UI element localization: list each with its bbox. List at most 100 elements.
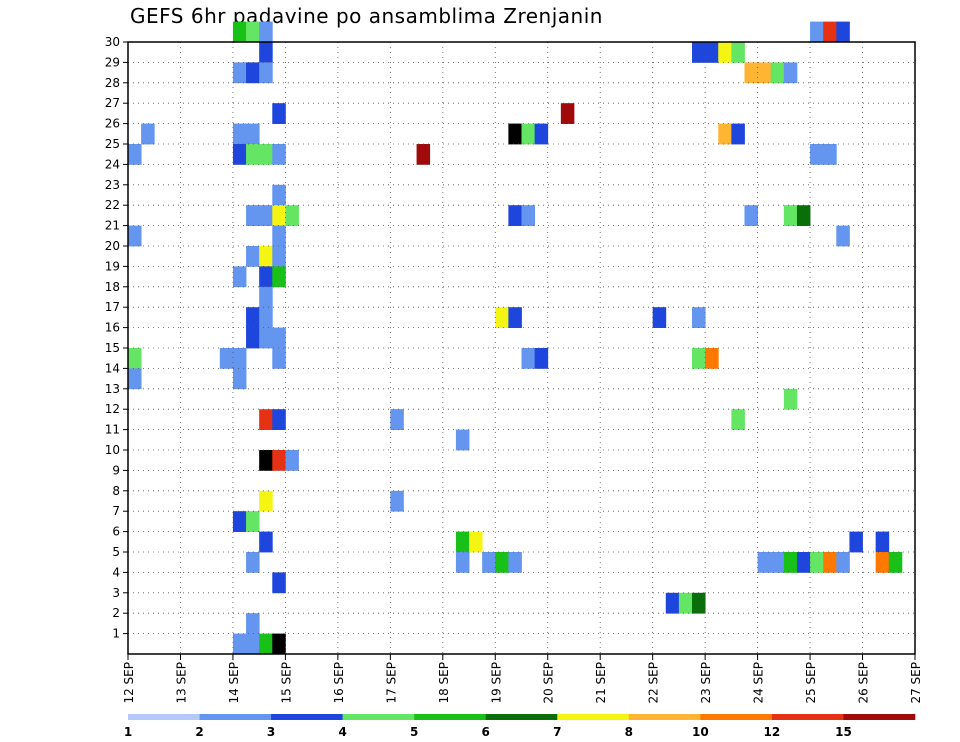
- y-tick-label: 12: [105, 402, 120, 416]
- heatmap-cell: [232, 144, 247, 165]
- heatmap-cell: [259, 307, 273, 328]
- heatmap-cell: [692, 42, 706, 63]
- colorbar-label: 3: [267, 725, 275, 739]
- colorbar-segment: [271, 714, 343, 720]
- y-tick-label: 2: [112, 606, 120, 620]
- heatmap-cell: [705, 348, 719, 369]
- y-tick-label: 28: [105, 76, 120, 90]
- x-tick-label: 25 SEP: [804, 662, 818, 704]
- heatmap-cell: [810, 552, 824, 573]
- heatmap-cell: [692, 592, 706, 614]
- y-tick-label: 25: [105, 137, 120, 151]
- heatmap-cell: [246, 123, 260, 145]
- y-tick-label: 26: [105, 117, 120, 131]
- colorbar-segment: [628, 714, 701, 720]
- heatmap-cell: [731, 42, 745, 63]
- heatmap-cell: [259, 144, 273, 165]
- heatmap-cell: [272, 450, 286, 471]
- y-tick-label: 4: [112, 565, 120, 579]
- heatmap-cell: [246, 144, 260, 165]
- heatmap-cell: [259, 62, 273, 84]
- heatmap-cell: [495, 552, 509, 573]
- colorbar-label: 1: [124, 725, 132, 739]
- colorbar-label: 4: [338, 725, 346, 739]
- heatmap-cell: [888, 552, 903, 573]
- heatmap-cell: [678, 592, 693, 614]
- heatmap-cell: [141, 123, 155, 145]
- colorbar-label: 10: [692, 725, 709, 739]
- colorbar-segment: [342, 714, 415, 720]
- x-tick-label: 14 SEP: [227, 662, 241, 704]
- heatmap-cell: [232, 511, 247, 532]
- heatmap-cell: [455, 552, 470, 573]
- colorbar-label: 8: [625, 725, 633, 739]
- y-tick-label: 23: [105, 178, 120, 192]
- heatmap-cell: [875, 531, 890, 553]
- heatmap-cell: [508, 205, 522, 226]
- heatmap-cell: [128, 225, 142, 247]
- heatmap-cell: [783, 205, 798, 226]
- x-tick-label: 17 SEP: [384, 662, 398, 704]
- heatmap-cell: [272, 205, 286, 226]
- heatmap-cell: [246, 307, 260, 328]
- heatmap-cell: [259, 409, 273, 430]
- heatmap-cell: [796, 205, 811, 226]
- heatmap-cell: [232, 62, 247, 84]
- heatmap-cell: [692, 348, 706, 369]
- y-tick-label: 29: [105, 55, 120, 69]
- heatmap-cell: [849, 531, 863, 553]
- heatmap-cell: [246, 613, 260, 634]
- heatmap-cell: [560, 103, 575, 124]
- heatmap-cell: [232, 368, 247, 390]
- heatmap-cell: [836, 21, 850, 43]
- heatmap-cell: [259, 246, 273, 267]
- colorbar-segment: [771, 714, 844, 720]
- heatmap-cell: [272, 409, 286, 430]
- y-tick-label: 16: [105, 321, 120, 335]
- heatmap-cell: [272, 246, 286, 267]
- heatmap-cell: [823, 144, 837, 165]
- x-tick-label: 26 SEP: [857, 662, 871, 704]
- x-tick-label: 27 SEP: [909, 662, 923, 704]
- y-tick-label: 24: [105, 157, 120, 171]
- heatmap-cell: [482, 552, 496, 573]
- y-tick-label: 1: [112, 627, 120, 641]
- heatmap-cell: [272, 225, 286, 247]
- colorbar-segment: [485, 714, 558, 720]
- y-tick-label: 21: [105, 219, 120, 233]
- heatmap-cell: [521, 205, 536, 226]
- x-tick-label: 18 SEP: [437, 662, 451, 704]
- heatmap-cell: [783, 388, 798, 410]
- colorbar-label: 5: [410, 725, 418, 739]
- heatmap-cell: [744, 205, 758, 226]
- heatmap-cell: [796, 552, 811, 573]
- heatmap-cell: [757, 552, 772, 573]
- heatmap-cell: [259, 490, 273, 512]
- y-tick-label: 3: [112, 586, 120, 600]
- heatmap-cell: [718, 42, 732, 63]
- colorbar: 1 2 3 4 5 6 7 8 10 12 15: [124, 714, 916, 739]
- heatmap-cell: [508, 123, 522, 145]
- colorbar-label: 15: [835, 725, 852, 739]
- x-tick-label: 12 SEP: [122, 662, 136, 704]
- heatmap-cell: [692, 307, 706, 328]
- heatmap-cell: [810, 21, 824, 43]
- heatmap-cell: [246, 246, 260, 267]
- heatmap-cell: [744, 62, 758, 84]
- heatmap-cell: [272, 633, 286, 655]
- heatmap-cell: [246, 511, 260, 532]
- colorbar-label: 7: [553, 725, 561, 739]
- y-tick-label: 18: [105, 280, 120, 294]
- heatmap-cell: [731, 409, 745, 430]
- heatmap-cell: [455, 531, 470, 553]
- heatmap-cell: [757, 62, 772, 84]
- x-tick-label: 13 SEP: [174, 662, 188, 704]
- heatmap-cell: [534, 348, 549, 369]
- heatmap-cell: [246, 552, 260, 573]
- y-tick-label: 10: [105, 443, 120, 457]
- colorbar-label: 12: [764, 725, 781, 739]
- heatmap-cell: [259, 633, 273, 655]
- heatmap-cell: [272, 572, 286, 594]
- heatmap-cell: [128, 144, 142, 165]
- heatmap-cell: [823, 21, 837, 43]
